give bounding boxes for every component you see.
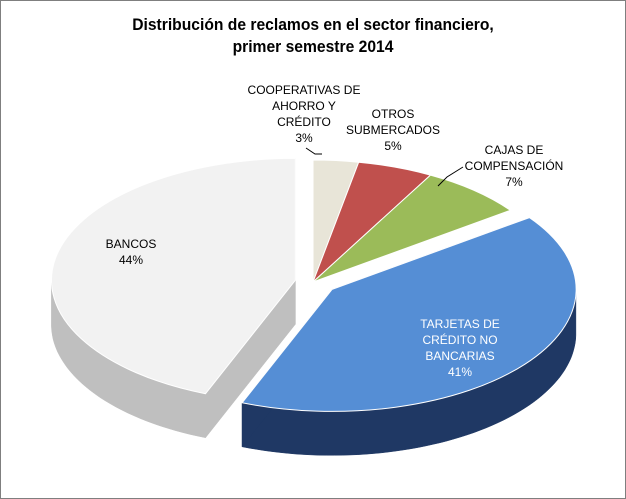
slice-percent: 3% [295,131,313,145]
slice-label-line: CAJAS DE [485,143,544,157]
pie-slice [312,174,512,283]
slice-label-line: BANCARIAS [425,349,494,363]
pie-labels: COOPERATIVAS DE AHORRO Y CRÉDITO 3% OTROS SUB… [106,83,564,379]
slice-label-line: OTROS [372,107,415,121]
slice-percent: 41% [448,365,472,379]
chart-subtitle: primer semestre 2014 [232,37,394,56]
leader-line [437,166,464,187]
slice-label-line: SUBMERCADOS [346,123,440,137]
pie-tops [51,157,577,412]
slice-label-line: CRÉDITO NO [422,332,497,347]
slice-label: BANCOS 44% [106,237,157,267]
slice-label-line: COOPERATIVAS DE [248,83,361,97]
slice-label: OTROS SUBMERCADOS 5% [346,107,440,153]
slice-label-line: CRÉDITO [277,114,331,129]
slice-label-line: BANCOS [106,237,157,251]
slice-label: TARJETAS DE CRÉDITO NO BANCARIAS 41% [420,317,500,379]
slice-label: CAJAS DE COMPENSACIÓN 7% [465,143,564,189]
slice-label-line: TARJETAS DE [420,317,500,331]
chart-title-line1: Distribución de reclamos en el sector fi… [132,15,494,34]
slice-percent: 5% [384,139,402,153]
slice-percent: 7% [505,175,523,189]
pie-slice [241,217,577,412]
slice-label-line: AHORRO Y [272,99,336,113]
pie-slice [51,157,296,395]
leader-line [305,147,322,155]
slice-percent: 44% [119,253,143,267]
slice-label: COOPERATIVAS DE AHORRO Y CRÉDITO 3% [248,83,361,145]
chart-title: Distribución de reclamos en el sector fi… [25,14,601,58]
slice-label-line: COMPENSACIÓN [465,158,564,173]
